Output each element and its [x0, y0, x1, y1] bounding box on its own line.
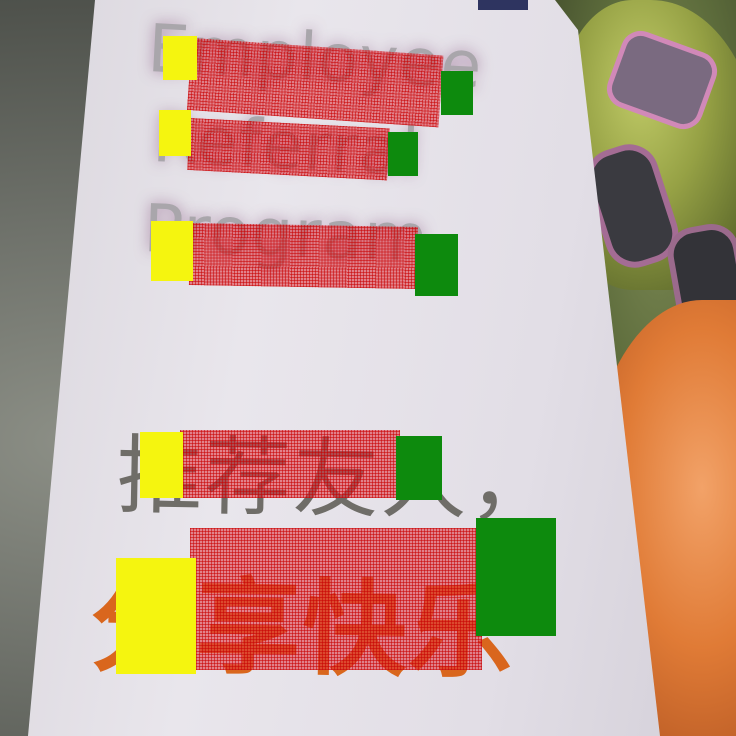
detection-box-program: [188, 223, 418, 289]
end-marker-employee: [441, 71, 473, 115]
start-marker-referral: [159, 110, 191, 156]
end-marker-fenxiang: [476, 518, 556, 636]
start-marker-tuijian: [140, 432, 183, 498]
detection-box-fenxiang: [190, 528, 482, 670]
end-marker-program: [415, 234, 458, 296]
poster-tab: [478, 0, 528, 10]
detection-box-referral: [187, 118, 390, 181]
start-marker-employee: [163, 36, 197, 80]
end-marker-tuijian: [396, 436, 442, 500]
start-marker-fenxiang: [116, 558, 196, 674]
start-marker-program: [151, 221, 193, 281]
detection-box-tuijian: [180, 430, 400, 498]
end-marker-referral: [388, 132, 418, 176]
